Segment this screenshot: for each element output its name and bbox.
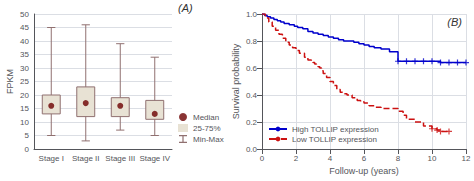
svg-text:1.0: 1.0 (246, 10, 258, 19)
svg-text:Survival probability: Survival probability (231, 43, 241, 119)
svg-text:Stage IV: Stage IV (139, 154, 170, 163)
svg-text:0.2: 0.2 (246, 118, 258, 127)
svg-text:0: 0 (260, 154, 265, 163)
svg-text:0.8: 0.8 (246, 37, 258, 46)
svg-text:0: 0 (25, 145, 30, 154)
svg-text:0.6: 0.6 (246, 64, 258, 73)
svg-text:6: 6 (362, 154, 367, 163)
svg-text:35: 35 (20, 50, 29, 59)
svg-text:8: 8 (396, 154, 401, 163)
svg-text:45: 45 (20, 23, 29, 32)
svg-text:2: 2 (294, 154, 299, 163)
svg-text:FPKM: FPKM (5, 69, 15, 94)
svg-text:15: 15 (20, 104, 29, 113)
svg-text:10: 10 (20, 118, 29, 127)
svg-text:10: 10 (428, 154, 437, 163)
svg-text:Low TOLLIP expression: Low TOLLIP expression (292, 135, 377, 144)
svg-text:Stage III: Stage III (105, 154, 135, 163)
svg-text:4: 4 (328, 154, 333, 163)
svg-text:High TOLLIP expression: High TOLLIP expression (292, 125, 379, 134)
svg-text:Median: Median (193, 113, 219, 122)
svg-text:25-75%: 25-75% (193, 124, 221, 133)
svg-text:30: 30 (20, 64, 29, 73)
svg-text:25: 25 (20, 77, 29, 86)
svg-text:40: 40 (20, 37, 29, 46)
svg-text:20: 20 (20, 91, 29, 100)
svg-text:5: 5 (25, 131, 30, 140)
svg-text:12: 12 (462, 154, 471, 163)
svg-text:0.4: 0.4 (246, 91, 258, 100)
svg-text:Min-Max: Min-Max (193, 135, 224, 144)
svg-text:50: 50 (20, 10, 29, 19)
svg-text:Stage I: Stage I (39, 154, 64, 163)
svg-text:(A): (A) (178, 2, 193, 14)
svg-text:Stage II: Stage II (72, 154, 100, 163)
svg-text:(B): (B) (447, 16, 462, 28)
svg-text:0.0: 0.0 (246, 145, 258, 154)
svg-text:Follow-up (years): Follow-up (years) (329, 166, 399, 176)
